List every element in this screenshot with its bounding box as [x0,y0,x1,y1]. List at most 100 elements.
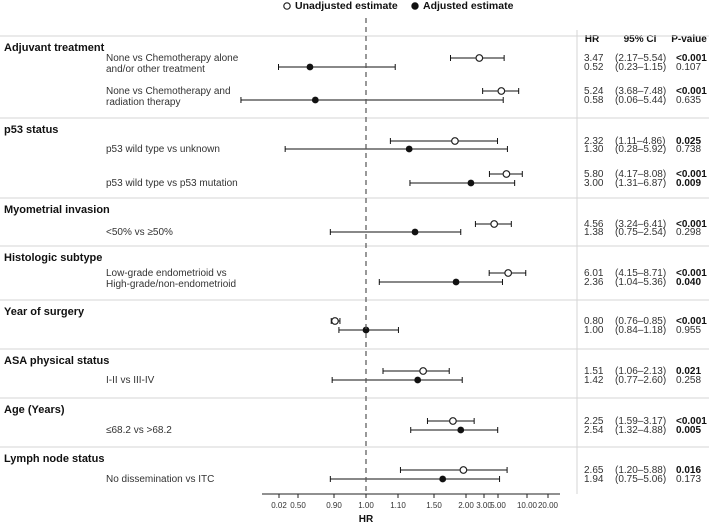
unadjusted-point [451,137,459,145]
adjusted-p-value: 0.635 [676,95,701,106]
unadjusted-p-value: <0.001 [676,416,707,427]
adjusted-ci-value: (0.77–2.60) [615,375,666,386]
adjusted-point [439,475,447,483]
group-label: Age (Years) [4,404,65,416]
group-6: Age (Years) ≤68.2 vs >68.2 2.25 (1.59–3.17)… [0,397,709,436]
unadjusted-hr-value: 2.65 [584,465,604,476]
unadjusted-hr-value: 2.32 [584,136,604,147]
adjusted-hr-value: 0.52 [584,62,604,73]
x-tick-label: 0.90 [326,501,342,510]
adjusted-hr-value: 1.30 [584,144,604,155]
comparison-label: p53 wild type vs unknown [106,144,220,155]
adjusted-p-value: 0.107 [676,62,701,73]
unadjusted-p-value: <0.001 [676,219,707,230]
unadjusted-point [497,87,506,95]
unadjusted-hr-value: 1.51 [584,366,604,377]
adjusted-hr-value: 0.58 [584,95,604,106]
unadjusted-point [419,367,428,375]
unadjusted-p-value: 0.025 [676,136,701,147]
unadjusted-point [504,269,513,277]
group-label: Lymph node status [4,453,104,465]
unadjusted-hr-value: 4.56 [584,219,604,230]
legend-adjusted-marker [411,2,419,10]
comparison-label-line1: None vs Chemotherapy alone [106,53,239,64]
adjusted-ci-value: (0.75–2.54) [615,227,666,238]
adjusted-p-value: 0.009 [676,178,701,189]
adjusted-hr-value: 1.38 [584,227,604,238]
group-4: Year of surgery 0.80 (0.76–0.85) <0.001 1.00… [0,299,709,336]
group-5: ASA physical status I-II vs III-IV 1.51 (1.… [0,348,709,386]
x-tick-label: 2.00 [458,501,474,510]
group-3: Histologic subtype Low-grade endometrioid… [0,245,709,290]
adjusted-point [306,63,314,71]
adjusted-point [311,96,319,104]
adjusted-hr-value: 1.94 [584,474,604,485]
group-1: p53 status p53 wild type vs unknown 2.32 (1… [0,117,709,189]
comparison: p53 wild type vs p53 mutation 5.80 (4.17–8… [106,169,707,189]
unadjusted-ci-value: (0.76–0.85) [615,316,666,327]
unadjusted-hr-value: 3.47 [584,53,604,64]
legend-unadjusted-marker [283,2,291,10]
unadjusted-ci-value: (1.11–4.86) [615,136,665,147]
x-tick-label: 0.02 [271,501,287,510]
comparison-label-line1: None vs Chemotherapy and [106,86,231,97]
x-tick-label: 1.10 [390,501,406,510]
comparison-label: p53 wild type vs p53 mutation [106,178,238,189]
unadjusted-hr-value: 6.01 [584,268,604,279]
comparison: 0.80 (0.76–0.85) <0.001 1.00 (0.84–1.18) 0.95… [330,316,707,336]
comparison-label-line1: Low-grade endometrioid vs [106,268,227,279]
adjusted-ci-value: (1.32–4.88) [615,425,666,436]
adjusted-p-value: 0.258 [676,375,701,386]
unadjusted-point [331,317,339,325]
adjusted-point [457,426,465,434]
x-axis: 0.02 0.50 0.90 1.00 1.10 1.50 2.00 3.005.00 10.0… [262,493,560,524]
x-tick-label: 5.00 [490,501,506,510]
unadjusted-p-value: 0.016 [676,465,701,476]
column-header-ci: 95% CI [624,34,657,45]
comparison: No dissemination vs ITC 2.65 (1.20–5.88) 0.… [106,465,701,485]
comparison: <50% vs ≥50% 4.56 (3.24–6.41) <0.001 1.38 (0.… [106,219,707,238]
adjusted-p-value: 0.955 [676,325,701,336]
comparison-label-line2: High-grade/non-endometrioid [106,279,236,290]
unadjusted-point [449,417,457,425]
adjusted-hr-value: 3.00 [584,178,604,189]
column-header-p: P-value [671,34,707,45]
unadjusted-p-value: <0.001 [676,53,707,64]
unadjusted-p-value: <0.001 [676,169,707,180]
unadjusted-hr-value: 5.80 [584,169,604,180]
unadjusted-point [490,220,499,228]
adjusted-hr-value: 1.42 [584,375,604,386]
comparison-label: No dissemination vs ITC [106,474,214,485]
unadjusted-ci-value: (4.15–8.71) [615,268,666,279]
x-tick-label: 0.50 [290,501,306,510]
unadjusted-p-value: 0.021 [676,366,701,377]
unadjusted-hr-value: 2.25 [584,416,604,427]
group-label: Year of surgery [4,306,85,318]
group-2: Myometrial invasion <50% vs ≥50% 4.56 (3.24… [0,197,709,238]
group-label: Histologic subtype [4,252,102,264]
group-label: Myometrial invasion [4,204,110,216]
adjusted-p-value: 0.298 [676,227,701,238]
column-headers: HR 95% CI P-value [585,34,707,45]
adjusted-p-value: 0.040 [676,277,701,288]
unadjusted-hr-value: 5.24 [584,86,604,97]
adjusted-point [452,278,460,286]
unadjusted-point [475,54,484,62]
comparison: I-II vs III-IV 1.51 (1.06–2.13) 0.021 1.42 (0… [106,366,701,386]
unadjusted-p-value: <0.001 [676,86,707,97]
adjusted-hr-value: 1.00 [584,325,604,336]
group-label: ASA physical status [4,355,109,367]
adjusted-ci-value: (1.04–5.36) [615,277,666,288]
comparison: p53 wild type vs unknown 2.32 (1.11–4.86) 0… [106,136,701,155]
x-tick-label: 3.00 [476,501,492,510]
adjusted-ci-value: (0.84–1.18) [615,325,666,336]
unadjusted-ci-value: (3.24–6.41) [615,219,666,230]
adjusted-hr-value: 2.36 [584,277,604,288]
unadjusted-ci-value: (3.68–7.48) [615,86,666,97]
comparison-label: I-II vs III-IV [106,375,155,386]
